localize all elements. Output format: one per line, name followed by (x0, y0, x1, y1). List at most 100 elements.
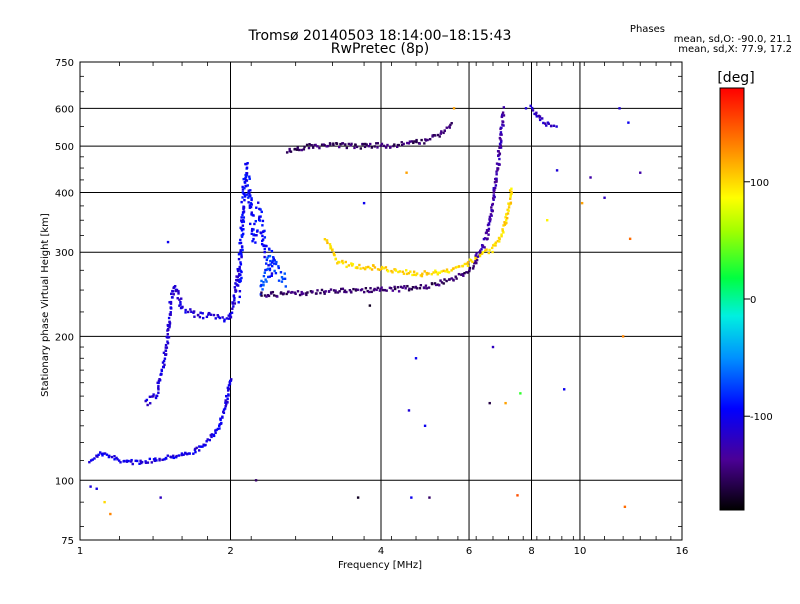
echo-point (494, 244, 497, 247)
echo-point (263, 229, 266, 233)
echo-point (320, 288, 324, 292)
echo-point (144, 460, 147, 463)
scatter-point (452, 107, 456, 110)
echo-point (221, 415, 224, 418)
echo-point (334, 289, 337, 292)
echo-point (157, 385, 160, 388)
echo-point (502, 106, 506, 109)
y-tick-label: 300 (55, 248, 74, 259)
echo-point (474, 254, 477, 257)
echo-point (378, 268, 381, 272)
echo-point (157, 391, 160, 394)
echo-point (389, 287, 393, 290)
echo-point (412, 141, 415, 145)
minor-grid (80, 62, 682, 540)
echo-point (245, 184, 248, 188)
echo-point (131, 462, 134, 466)
echo-point (498, 136, 502, 140)
echo-point (224, 401, 227, 404)
echo-point (163, 458, 166, 461)
echo-point (205, 440, 208, 443)
echo-point (492, 198, 495, 201)
echo-point (456, 265, 459, 269)
echo-point (436, 273, 440, 276)
echo-point (226, 401, 229, 404)
echo-point (495, 180, 498, 183)
echo-point (315, 292, 318, 295)
echo-point (325, 239, 329, 242)
echo-point (168, 324, 171, 327)
echo-point (495, 170, 498, 173)
colorbar-tick-label: 0 (750, 295, 756, 306)
echo-point (250, 198, 253, 202)
echo-point (466, 264, 470, 267)
echo-point (318, 146, 321, 150)
echo-point (146, 403, 149, 407)
echo-point (138, 462, 141, 465)
echo-point (178, 304, 181, 307)
echo-point (260, 291, 263, 294)
echo-point (93, 457, 96, 460)
echo-point (364, 287, 368, 290)
echo-point (351, 263, 355, 266)
echo-point (448, 278, 451, 281)
echo-point (234, 288, 237, 292)
echo-point (222, 410, 225, 413)
echo-point (468, 266, 472, 270)
scatter-point (414, 357, 418, 360)
echo-point (427, 286, 431, 289)
echo-point (440, 281, 444, 284)
echo-point (181, 305, 184, 309)
echo-point (395, 145, 399, 149)
y-axis-ticks: 75 100 200 300 400 500 600 750 (55, 58, 74, 547)
echo-point (281, 277, 285, 281)
echo-point (502, 114, 506, 117)
echo-point (250, 197, 253, 200)
echo-point (545, 124, 548, 127)
echo-point (279, 271, 283, 274)
scatter-point (580, 201, 584, 205)
echo-point (259, 215, 262, 218)
echo-point (352, 287, 355, 291)
echo-point (256, 229, 259, 232)
echo-point (350, 142, 353, 146)
echo-point (385, 289, 388, 292)
y-tick-label: 400 (55, 188, 74, 199)
echo-point (397, 270, 400, 274)
echo-point (247, 201, 250, 204)
echo-point (242, 210, 246, 213)
echo-point (198, 445, 201, 448)
echo-point (320, 143, 324, 146)
echo-point (355, 145, 359, 149)
scatter-point (428, 496, 431, 499)
echo-point (316, 289, 319, 292)
echo-point (249, 202, 253, 205)
echo-point (268, 268, 272, 272)
echo-point (206, 438, 209, 441)
echo-point (442, 269, 445, 273)
echo-point (238, 267, 241, 271)
scatter-point (623, 505, 627, 509)
echo-point (182, 453, 185, 456)
echo-point (509, 201, 513, 204)
echo-point (240, 220, 244, 224)
echo-point (393, 287, 397, 291)
echo-point (380, 267, 383, 270)
echo-point (499, 138, 502, 141)
echo-point (105, 453, 109, 456)
echo-point (195, 446, 198, 450)
echo-point (494, 241, 498, 244)
x-tick-label: 8 (528, 546, 534, 557)
echo-point (265, 258, 269, 262)
echo-point (248, 175, 251, 178)
echo-point (243, 187, 246, 190)
echo-point (262, 284, 265, 287)
echo-point (268, 275, 271, 278)
echo-point (144, 461, 148, 464)
echo-point (260, 294, 263, 297)
echo-point (233, 302, 237, 305)
echo-point (179, 303, 182, 306)
echo-point (237, 279, 240, 282)
echo-point (241, 232, 245, 236)
echo-point (354, 143, 357, 147)
